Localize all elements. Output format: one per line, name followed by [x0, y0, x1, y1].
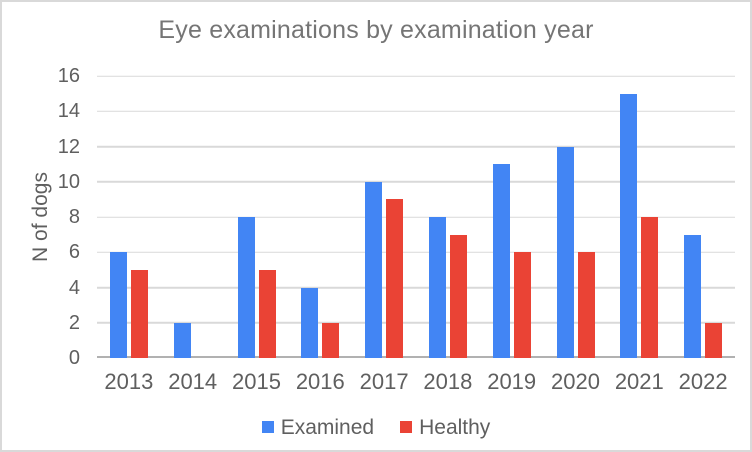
plot-area: [97, 75, 735, 358]
bar-examined-2014: [173, 322, 191, 358]
legend-swatch-healthy: [400, 421, 413, 433]
bar-healthy-2020: [577, 252, 595, 358]
bar-examined-2021: [620, 93, 638, 358]
y-tick-label-2: 2: [68, 311, 80, 334]
bar-examined-2018: [428, 217, 446, 358]
y-tick-label-4: 4: [68, 276, 80, 299]
gridline-6: [97, 251, 735, 253]
x-axis-label-2016: 2016: [295, 369, 345, 394]
bar-examined-2015: [237, 217, 255, 358]
x-axis-label-2013: 2013: [104, 369, 154, 394]
legend-item-examined: Examined: [261, 415, 375, 439]
gridline-14: [97, 110, 735, 112]
bar-examined-2013: [109, 252, 127, 358]
x-axis-label-2018: 2018: [423, 369, 473, 394]
y-tick-label-16: 16: [57, 65, 80, 87]
bar-healthy-2018: [449, 234, 467, 358]
gridline-16: [97, 75, 735, 77]
x-axis-label-2014: 2014: [168, 369, 218, 394]
x-axis-label-2019: 2019: [487, 369, 537, 394]
x-axis-line: [97, 356, 735, 358]
y-tick-label-0: 0: [68, 347, 80, 369]
x-axis-label-2022: 2022: [678, 369, 728, 394]
x-axis: 2013 2014 2015 2016 2017 2018 2019 2020 2021 2022: [97, 371, 735, 397]
legend: Examined Healthy: [2, 415, 750, 439]
bar-healthy-2016: [322, 322, 340, 358]
bar-examined-2020: [556, 146, 574, 358]
bar-healthy-2022: [705, 322, 723, 358]
gridline-8: [97, 216, 735, 218]
gridline-2: [97, 322, 735, 324]
bar-healthy-2013: [130, 269, 148, 358]
gridline-10: [97, 181, 735, 183]
bar-healthy-2021: [641, 217, 659, 358]
legend-swatch-examined: [261, 421, 274, 433]
gridline-4: [97, 286, 735, 289]
y-tick-label-12: 12: [57, 135, 80, 158]
x-axis-label-2020: 2020: [551, 369, 600, 394]
bar-examined-2022: [684, 234, 702, 358]
y-tick-label-6: 6: [68, 241, 80, 264]
gridline-12: [97, 145, 735, 148]
legend-label-healthy: Healthy: [419, 415, 491, 439]
x-axis-label-2015: 2015: [232, 369, 281, 394]
legend-item-healthy: Healthy: [400, 417, 490, 438]
y-tick-label-10: 10: [57, 170, 80, 193]
x-axis-label-2021: 2021: [614, 369, 664, 394]
y-tick-label-14: 14: [57, 100, 80, 123]
y-tick-label-8: 8: [68, 206, 80, 228]
bar-examined-2019: [492, 164, 510, 358]
legend-label-examined: Examined: [280, 415, 375, 439]
x-axis-label-2017: 2017: [359, 369, 409, 394]
bar-healthy-2015: [258, 269, 276, 358]
chart-title: Eye examinations by examination year: [158, 16, 594, 44]
bar-examined-2016: [301, 287, 319, 358]
bar-healthy-2017: [386, 199, 404, 358]
bar-healthy-2019: [513, 252, 531, 358]
bar-examined-2017: [365, 181, 383, 358]
y-axis: 0 2 4 6 8 10 12 14 16: [2, 66, 80, 368]
